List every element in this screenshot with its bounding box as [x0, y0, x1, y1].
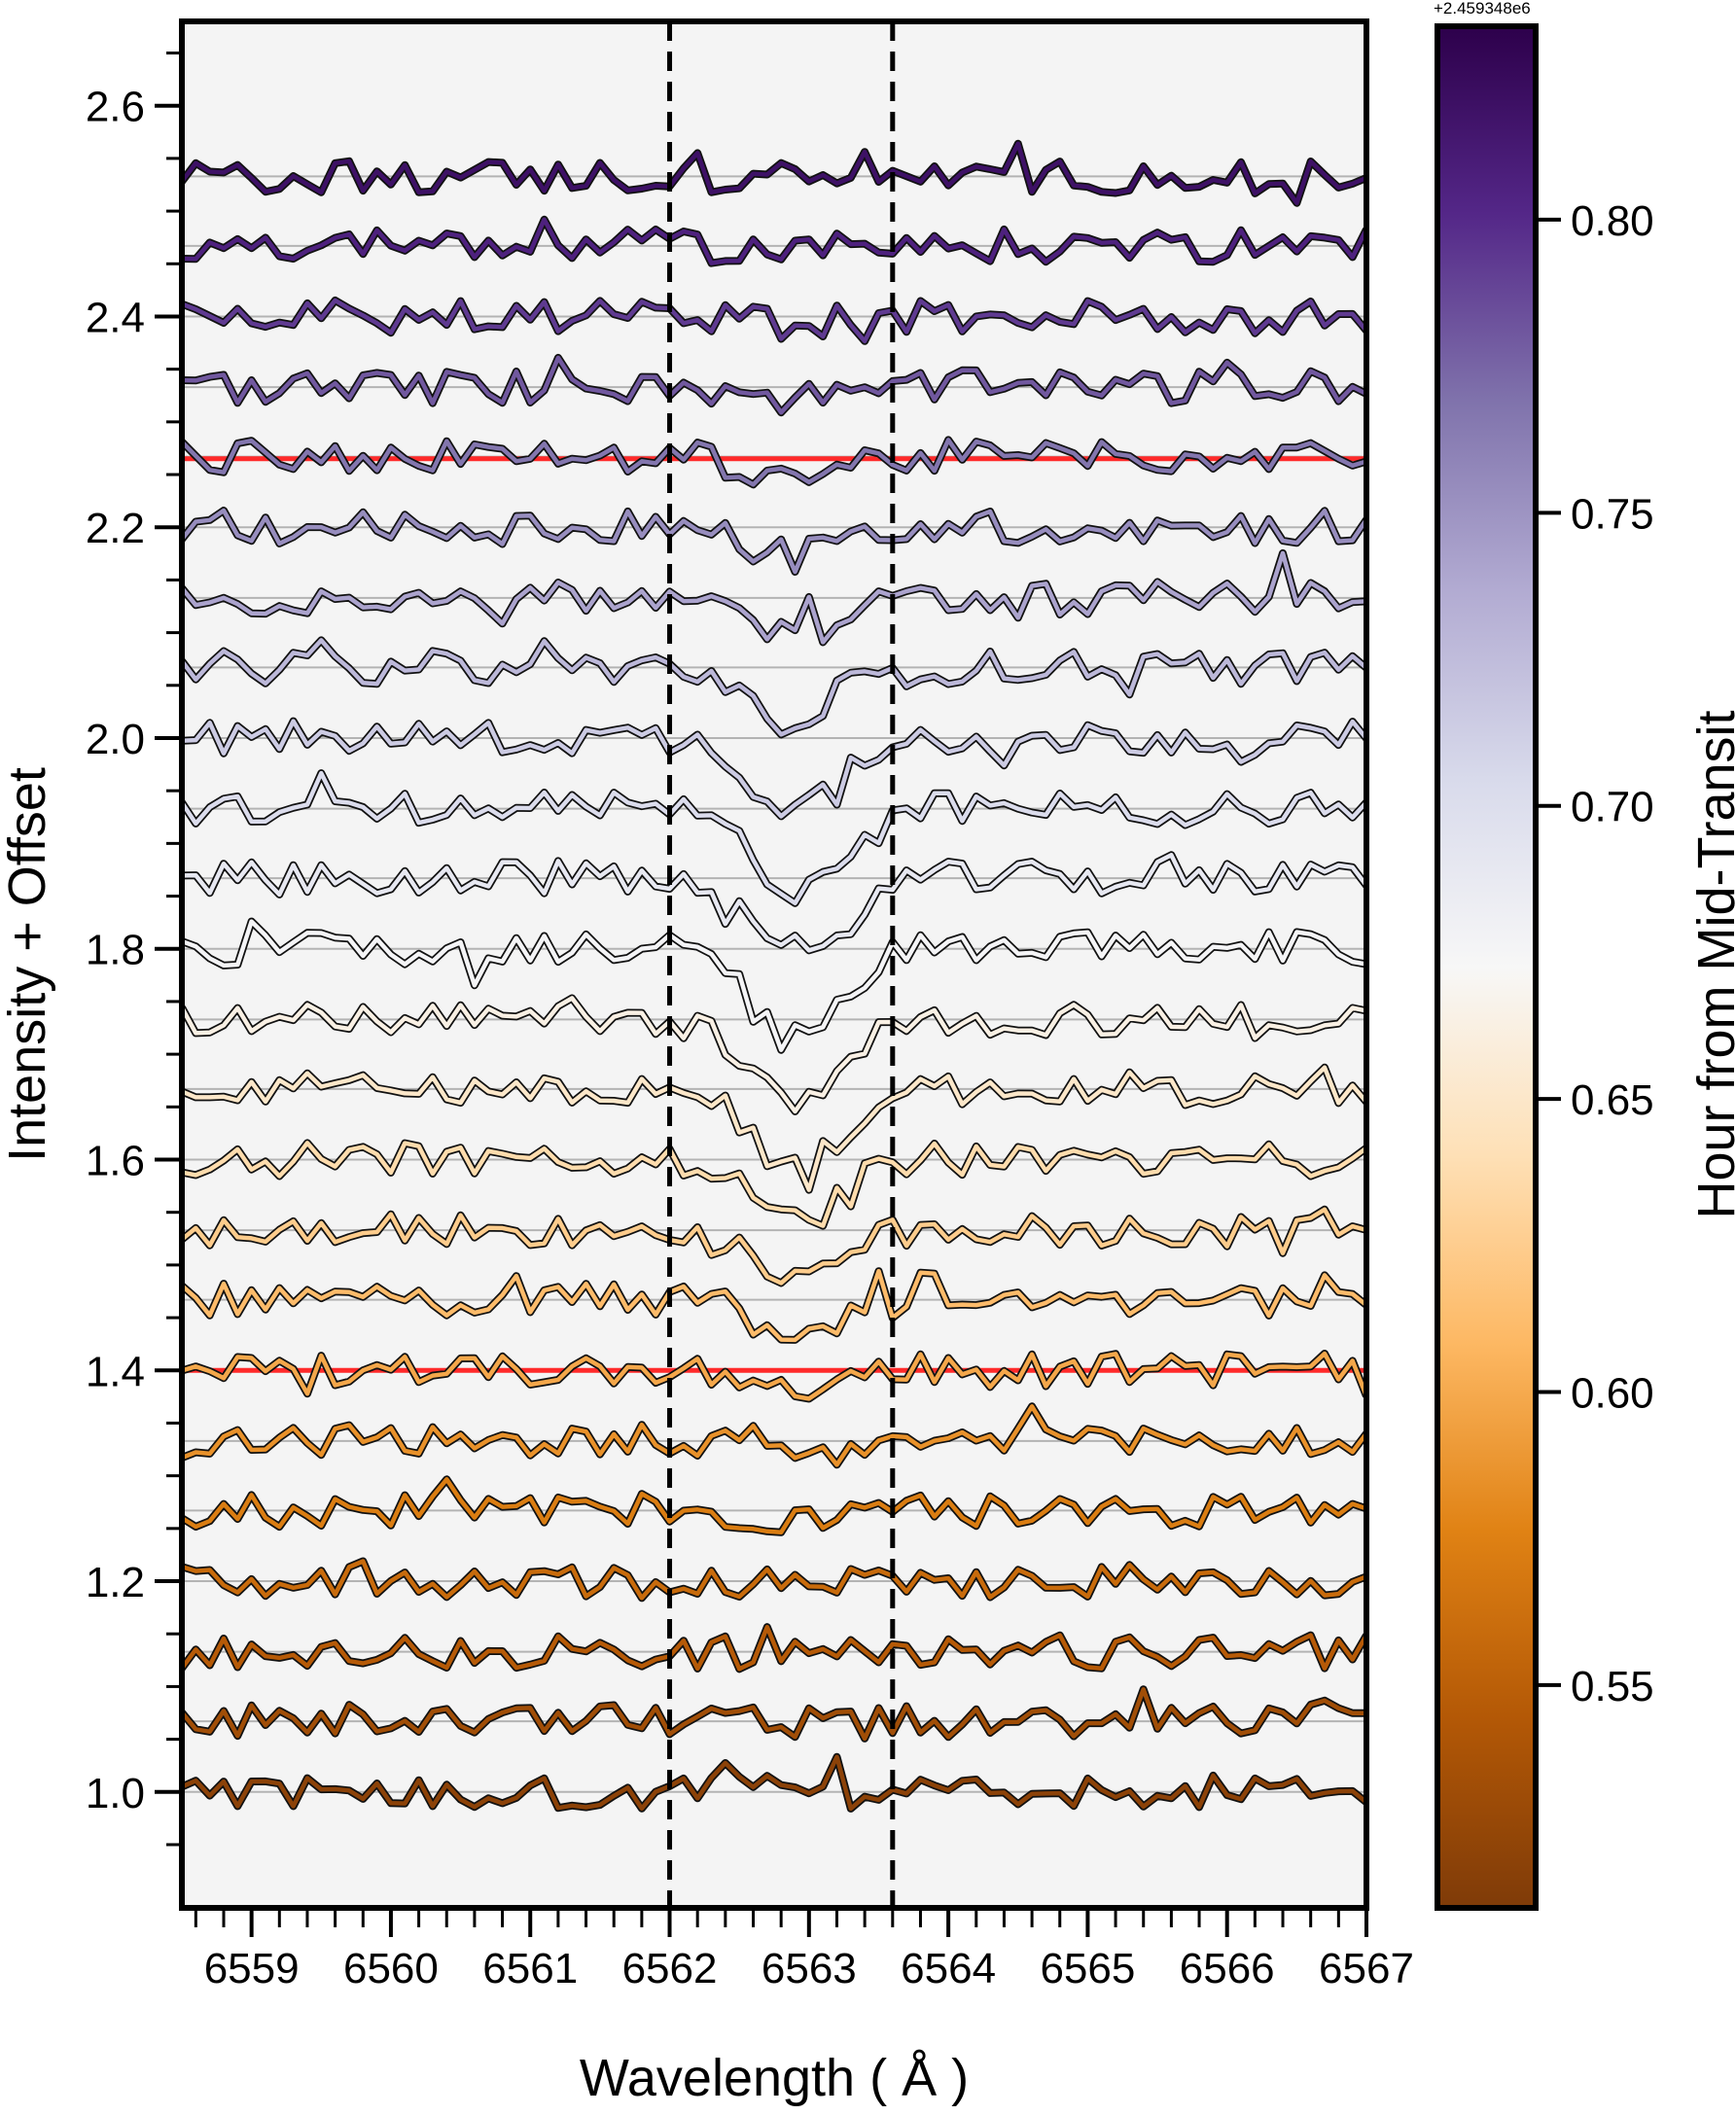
spectrum-series-line: [182, 1268, 1366, 1343]
spectrum-series: [182, 436, 1366, 489]
x-axis-label: Wavelength ( Å ): [580, 2049, 969, 2107]
x-tick-label: 6562: [622, 1945, 718, 1992]
spectrum-series: [182, 1139, 1366, 1230]
spectrum-series-line: [182, 438, 1366, 487]
spectrum-series: [182, 917, 1366, 1054]
x-tick-label: 6560: [343, 1945, 439, 1992]
spectrum-series: [182, 851, 1366, 955]
colorbar-tick-label: 0.75: [1571, 490, 1654, 538]
spectrum-series-line: [182, 217, 1366, 265]
spectrum-series: [182, 1402, 1366, 1469]
colorbar-tick-label: 0.80: [1571, 197, 1654, 245]
colorbar-tick-label: 0.60: [1571, 1370, 1654, 1418]
plot-background: [182, 21, 1366, 1908]
colorbar-tick-label: 0.70: [1571, 784, 1654, 831]
x-tick-label: 6564: [901, 1945, 996, 1992]
y-tick-label: 1.8: [86, 927, 145, 974]
spectrum-series-line: [182, 508, 1366, 575]
spectrum-series-line: [182, 638, 1366, 737]
y-tick-label: 1.6: [86, 1138, 145, 1185]
y-tick-label: 1.2: [86, 1559, 145, 1606]
spectrum-series: [182, 1623, 1366, 1674]
spectrum-series-line: [182, 719, 1366, 819]
spectrum-series-line: [182, 770, 1366, 906]
spectrum-series-line: [182, 1624, 1366, 1672]
y-tick-label: 1.4: [86, 1348, 145, 1395]
spectrum-series: [182, 139, 1366, 207]
colorbar-label: Hour from Mid-Transit: [1687, 710, 1736, 1218]
spectrum-series-line: [182, 550, 1366, 645]
x-tick-label: 6565: [1040, 1945, 1135, 1992]
colorbar-gradient: [1437, 26, 1536, 1908]
spectrum-series-line: [182, 1404, 1366, 1467]
spectrum-series-line: [182, 1351, 1366, 1401]
spectrum-series-line: [182, 1207, 1366, 1286]
spectrum-series: [182, 1752, 1366, 1813]
colorbar-offset-text: +2.459348e6: [1434, 0, 1531, 18]
spectrum-series: [182, 1557, 1366, 1603]
x-axis: 6559 6560 6561 6562 6563 6564 6565 6566 6567: [194, 1908, 1414, 1992]
spectrum-series: [182, 1063, 1366, 1194]
spectrum-series-line: [182, 1754, 1366, 1812]
spectrum-series: [182, 1267, 1366, 1344]
y-tick-label: 2.2: [86, 505, 145, 552]
x-tick-label: 6563: [762, 1945, 857, 1992]
colorbar-tick-label: 0.65: [1571, 1076, 1654, 1124]
colorbar-ticks: 0.55 0.60 0.65 0.70 0.75 0.80: [1536, 197, 1654, 1710]
y-axis-label: Intensity + Offset: [0, 767, 56, 1162]
spectrum-series: [182, 296, 1366, 345]
spectrum-series-line: [182, 919, 1366, 1052]
x-tick-label: 6561: [482, 1945, 578, 1992]
spectrum-series-line: [182, 996, 1366, 1114]
colorbar-tick-label: 0.55: [1571, 1663, 1654, 1710]
spectrum-series: [182, 1350, 1366, 1403]
y-tick-label: 2.6: [86, 84, 145, 131]
y-axis: 1.0 1.2 1.4 1.6 1.8 2.0 2.2 2.4 2.6: [86, 52, 182, 1847]
vertical-dashed-lines: [667, 21, 896, 1908]
spectrum-series: [182, 717, 1366, 821]
y-tick-label: 2.0: [86, 716, 145, 763]
spectrum-series: [182, 769, 1366, 907]
spectrum-series: [182, 548, 1366, 647]
plot-area: [179, 18, 1369, 1911]
spectrum-series-line: [182, 1065, 1366, 1192]
spectrum-series-line: [182, 298, 1366, 344]
reference-lines: [182, 456, 1366, 1373]
spectrum-series-line: [182, 1687, 1366, 1742]
x-tick-label: 6567: [1319, 1945, 1414, 1992]
spectrum-series: [182, 1475, 1366, 1536]
spectrum-series-line: [182, 1141, 1366, 1228]
spectrum-series: [182, 1205, 1366, 1287]
spectra-series: [182, 139, 1366, 1813]
spectrum-series-line: [182, 355, 1366, 415]
spectrum-series: [182, 215, 1366, 267]
colorbar: 0.55 0.60 0.65 0.70 0.75 0.80 +2.459348e6 Hou…: [1434, 0, 1736, 1911]
spectrum-series: [182, 507, 1366, 576]
x-tick-label: 6566: [1180, 1945, 1275, 1992]
x-tick-label: 6559: [204, 1945, 300, 1992]
spectrum-series-line: [182, 141, 1366, 205]
spectrum-series: [182, 1685, 1366, 1743]
plot-frame: [179, 18, 1369, 1911]
y-tick-label: 2.4: [86, 294, 145, 341]
spectrum-series: [182, 994, 1366, 1115]
spectrum-series: [182, 353, 1366, 417]
spectrum-series-line: [182, 853, 1366, 953]
y-tick-label: 1.0: [86, 1770, 145, 1817]
spectrum-series: [182, 636, 1366, 739]
colorbar-frame: [1435, 23, 1539, 1911]
spectrum-series-line: [182, 1477, 1366, 1535]
spectrum-series-line: [182, 1559, 1366, 1601]
